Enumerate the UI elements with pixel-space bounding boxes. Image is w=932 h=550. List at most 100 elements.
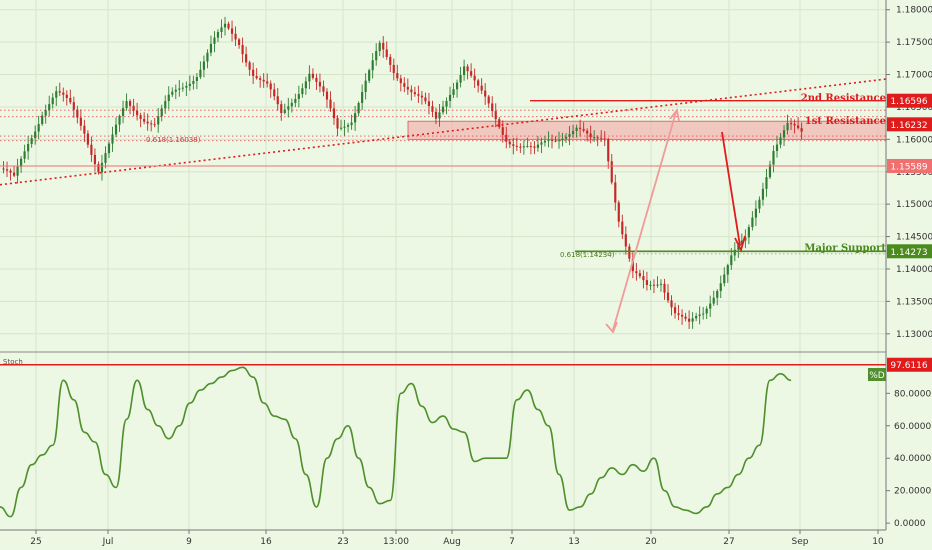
candle-body [368, 70, 371, 81]
price-tick-label: 1.17500 [896, 38, 932, 48]
candle-body [441, 106, 445, 113]
candle-body [297, 94, 300, 99]
candle-body [712, 297, 715, 304]
candle-body [543, 140, 547, 143]
candle-body [607, 139, 610, 162]
candle-body [199, 69, 202, 78]
candle-body [765, 177, 768, 189]
candle-body [2, 168, 5, 170]
candle-body [505, 134, 508, 142]
candle-body [519, 146, 522, 148]
pink-down-arrow-head [605, 321, 618, 334]
candle-body [371, 60, 374, 71]
candle-body [656, 284, 659, 286]
candle-body [9, 170, 12, 173]
candle-body [392, 64, 395, 74]
candle-body [16, 166, 19, 176]
candle-body [382, 42, 385, 50]
candle-body [417, 94, 420, 96]
candle-body [354, 113, 357, 123]
stoch-tick-label: 60.0000 [894, 422, 931, 432]
candle-body [448, 94, 452, 101]
candle-body [550, 139, 554, 141]
candle-body [540, 142, 543, 145]
candle-body [12, 172, 16, 176]
candle-body [69, 97, 72, 103]
candle-body [118, 115, 121, 125]
candlestick-series [2, 16, 803, 329]
candle-body [136, 110, 139, 116]
candle-body [522, 146, 525, 148]
candle-body [259, 78, 262, 80]
candle-body [185, 85, 188, 88]
candle-body [631, 258, 634, 272]
candle-body [318, 81, 322, 87]
candle-body [389, 56, 392, 65]
candle-body [276, 96, 279, 105]
time-tick-label: Sep [792, 537, 809, 547]
candle-body [593, 137, 596, 139]
price-badge-label: 1.16232 [890, 121, 927, 131]
candle-body [698, 314, 701, 316]
candle-body [128, 101, 132, 106]
candle-body [406, 86, 409, 90]
candle-body [420, 95, 423, 98]
candle-body [659, 283, 663, 285]
price-tick-label: 1.16000 [896, 135, 932, 145]
candle-body [65, 94, 68, 98]
candle-body [143, 118, 146, 122]
price-badge [887, 244, 932, 259]
candle-body [463, 66, 466, 75]
candle-body [431, 106, 434, 112]
candle-body [568, 134, 571, 137]
candle-body [308, 73, 311, 82]
price-badge [887, 158, 932, 173]
candle-body [702, 313, 705, 315]
candle-body [213, 37, 216, 44]
candle-body [375, 51, 378, 61]
candle-body [624, 234, 627, 247]
candle-body [343, 126, 346, 128]
time-tick-label: 9 [186, 537, 192, 547]
candle-body [216, 32, 220, 38]
candle-body [638, 273, 641, 277]
stoch-panel-label: Stoch [3, 358, 23, 366]
candle-body [797, 125, 800, 129]
time-tick-label: Jul [102, 537, 114, 547]
candle-body [202, 61, 206, 70]
candle-body [501, 127, 504, 135]
candle-body [234, 33, 237, 40]
candle-body [691, 318, 694, 322]
time-tick-label: 27 [723, 537, 734, 547]
candle-body [768, 164, 772, 178]
candle-body [445, 100, 448, 107]
candle-body [178, 88, 181, 90]
candle-body [34, 131, 37, 139]
candle-body [27, 144, 30, 152]
candle-body [220, 27, 223, 33]
candle-body [473, 75, 476, 81]
time-axis: 25 Jul 9 16 23 13:00 Aug 7 13 20 27 Sep 10 [30, 530, 884, 547]
candle-body [192, 80, 195, 84]
candle-body [336, 118, 339, 129]
price-tick-label: 1.17000 [896, 71, 932, 81]
candle-body [617, 202, 620, 222]
candle-body [508, 141, 511, 145]
time-tick-label: 7 [509, 537, 515, 547]
candle-body [146, 121, 149, 124]
candle-body [589, 133, 592, 138]
candle-body [740, 240, 743, 245]
candle-body [58, 91, 61, 93]
candle-body [237, 39, 241, 46]
candle-body [62, 92, 65, 95]
candle-body [452, 89, 455, 95]
candle-body [635, 271, 638, 274]
price-badge-label: 1.15589 [890, 162, 927, 172]
candle-body [403, 83, 406, 87]
candle-body [733, 249, 736, 256]
candle-body [477, 80, 480, 86]
candle-body [779, 137, 782, 145]
candle-body [20, 158, 23, 167]
stoch-level-badge [887, 357, 932, 372]
candle-body [37, 124, 40, 132]
